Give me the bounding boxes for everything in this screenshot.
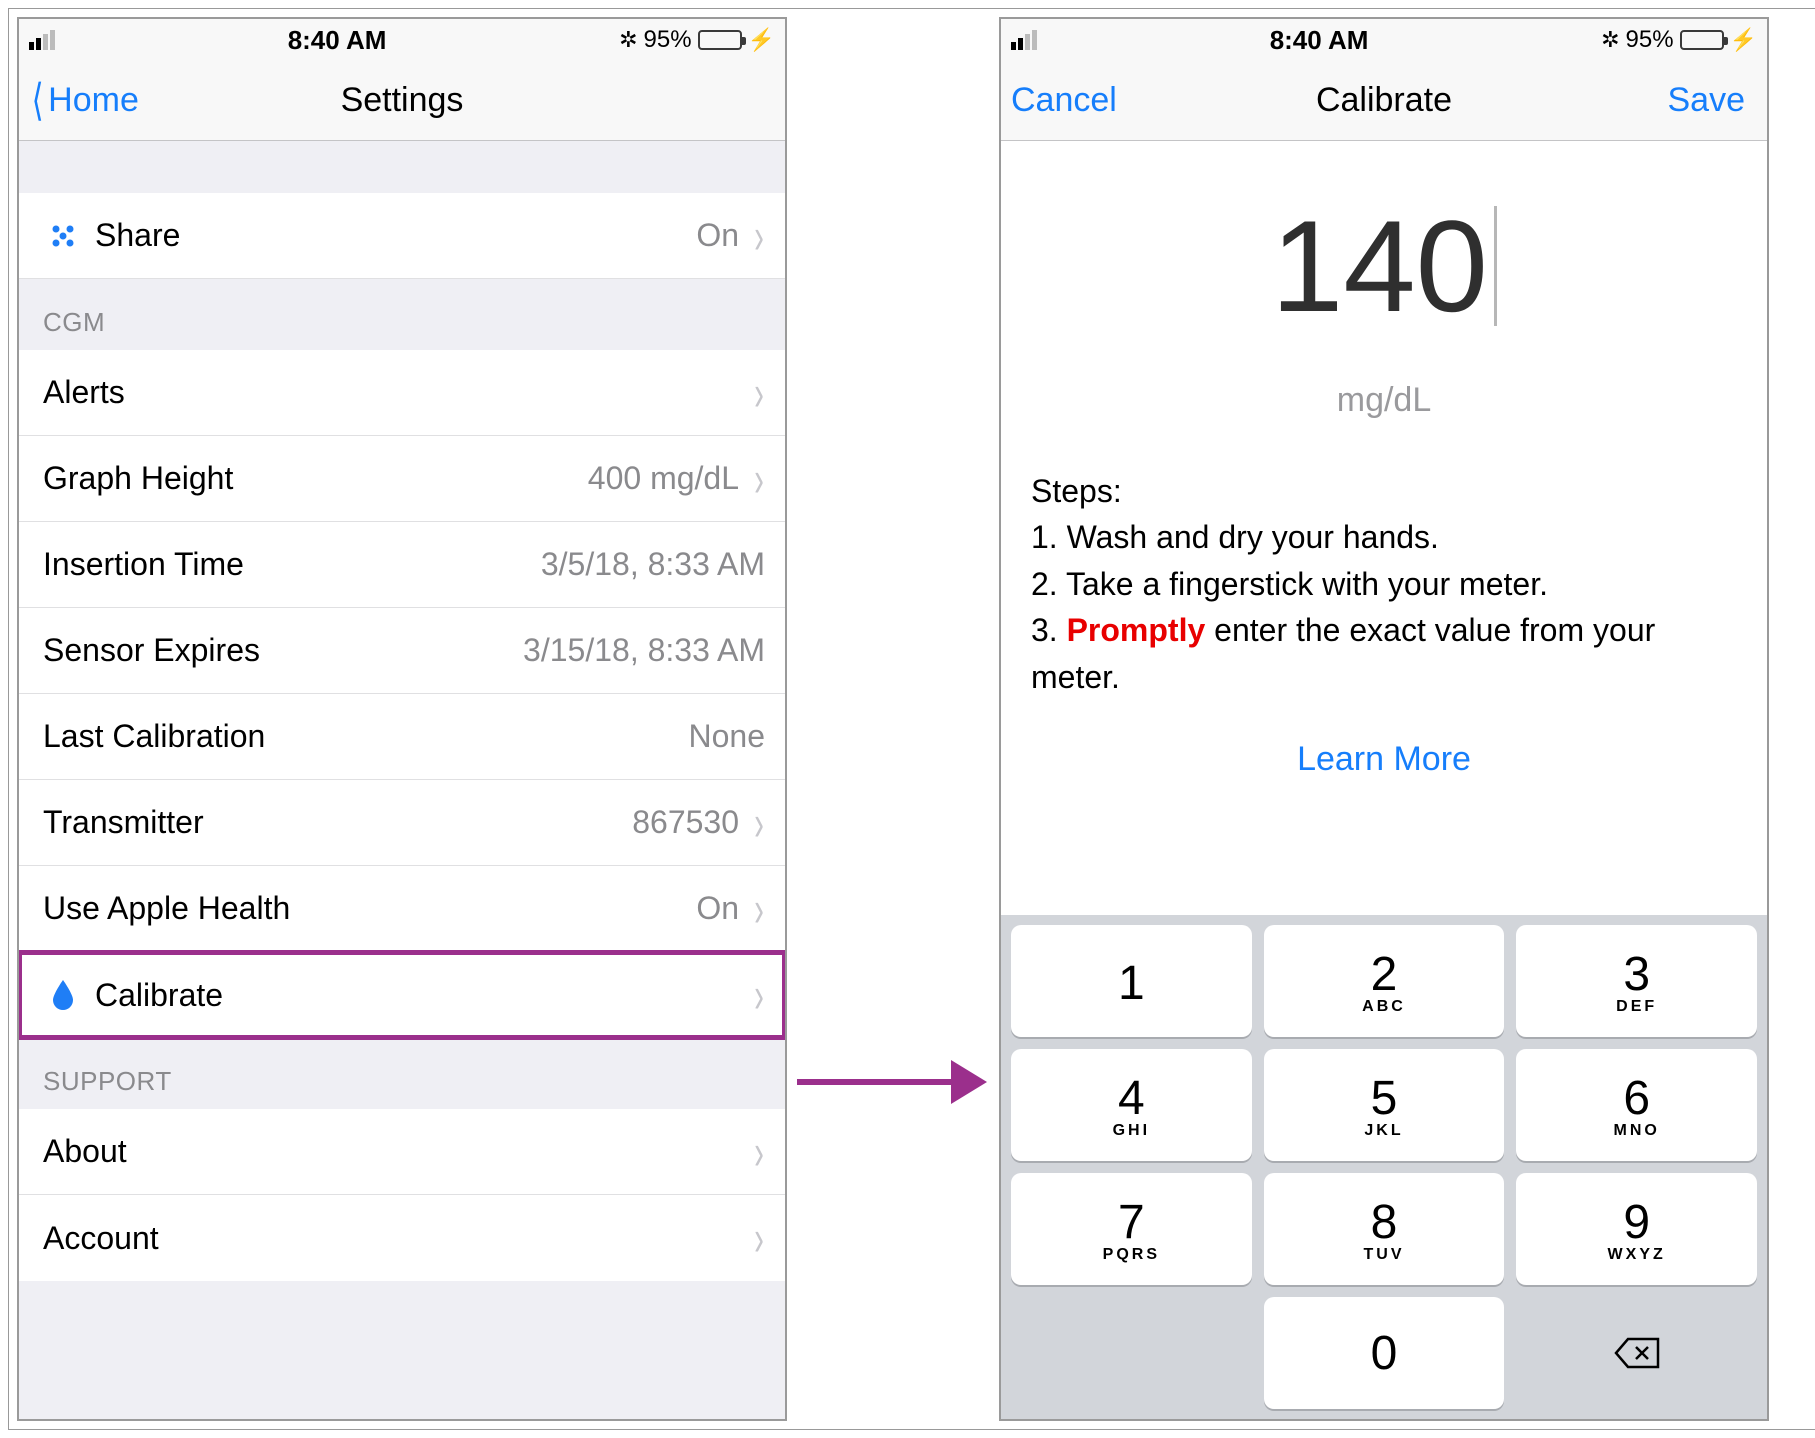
- section-header-cgm: CGM: [19, 279, 785, 350]
- chevron-right-icon: ›: [754, 1209, 764, 1268]
- insertion-time-value: 3/5/18, 8:33 AM: [244, 546, 765, 583]
- calibration-input[interactable]: 140: [1031, 181, 1737, 351]
- bluetooth-icon: ✲: [1601, 27, 1619, 53]
- alerts-row[interactable]: Alerts ›: [19, 350, 785, 436]
- apple-health-value: On: [290, 890, 753, 927]
- chevron-right-icon: ›: [754, 1122, 764, 1181]
- key-9[interactable]: 9WXYZ: [1516, 1173, 1757, 1285]
- graph-height-value: 400 mg/dL: [233, 460, 753, 497]
- sensor-expires-label: Sensor Expires: [43, 632, 260, 669]
- key-4[interactable]: 4GHI: [1011, 1049, 1252, 1161]
- insertion-time-label: Insertion Time: [43, 546, 244, 583]
- apple-health-label: Use Apple Health: [43, 890, 290, 927]
- account-label: Account: [43, 1220, 159, 1257]
- chevron-right-icon: ›: [754, 363, 764, 422]
- text-cursor: [1494, 206, 1497, 326]
- sensor-expires-value: 3/15/18, 8:33 AM: [260, 632, 765, 669]
- back-button[interactable]: ⟨ Home: [29, 61, 139, 140]
- sensor-expires-row: Sensor Expires 3/15/18, 8:33 AM: [19, 608, 785, 694]
- nav-bar: ⟨ Home Settings: [19, 61, 785, 141]
- about-row[interactable]: About ›: [19, 1109, 785, 1195]
- share-row[interactable]: Share On ›: [19, 193, 785, 279]
- status-bar: 8:40 AM ✲ 95% ⚡: [19, 19, 785, 61]
- signal-icon: [1011, 30, 1037, 50]
- signal-icon: [29, 30, 55, 50]
- phone-settings: 8:40 AM ✲ 95% ⚡ ⟨ Home Settings Share On: [17, 17, 787, 1421]
- key-1[interactable]: 1: [1011, 925, 1252, 1037]
- battery-percent: 95%: [644, 26, 692, 54]
- bluetooth-icon: ✲: [619, 27, 637, 53]
- last-calibration-label: Last Calibration: [43, 718, 265, 755]
- status-time: 8:40 AM: [1270, 25, 1369, 56]
- share-icon: [43, 222, 83, 250]
- key-2[interactable]: 2ABC: [1264, 925, 1505, 1037]
- calibration-value: 140: [1271, 191, 1488, 341]
- apple-health-row[interactable]: Use Apple Health On ›: [19, 866, 785, 952]
- chevron-left-icon: ⟨: [32, 75, 44, 126]
- chevron-right-icon: ›: [754, 449, 764, 508]
- battery-icon: [698, 30, 742, 50]
- key-delete[interactable]: [1516, 1297, 1757, 1409]
- status-time: 8:40 AM: [288, 25, 387, 56]
- flow-arrow: [797, 1057, 987, 1107]
- key-5[interactable]: 5JKL: [1264, 1049, 1505, 1161]
- chevron-right-icon: ›: [754, 206, 764, 265]
- section-header-support: SUPPORT: [19, 1038, 785, 1109]
- share-value: On: [180, 217, 753, 254]
- key-blank: [1011, 1297, 1252, 1409]
- graph-height-row[interactable]: Graph Height 400 mg/dL ›: [19, 436, 785, 522]
- share-label: Share: [95, 217, 180, 254]
- step-1: 1. Wash and dry your hands.: [1031, 514, 1737, 560]
- charging-icon: ⚡: [748, 27, 775, 53]
- learn-more-link[interactable]: Learn More: [1031, 740, 1737, 779]
- graph-height-label: Graph Height: [43, 460, 233, 497]
- backspace-icon: [1614, 1336, 1660, 1370]
- transmitter-row[interactable]: Transmitter 867530 ›: [19, 780, 785, 866]
- key-8[interactable]: 8TUV: [1264, 1173, 1505, 1285]
- key-0[interactable]: 0: [1264, 1297, 1505, 1409]
- numeric-keypad: 1 2ABC 3DEF 4GHI 5JKL 6MNO 7PQRS 8TUV 9W…: [1001, 915, 1767, 1419]
- save-button[interactable]: Save: [1668, 61, 1746, 140]
- promptly-text: Promptly: [1067, 612, 1206, 648]
- calibrate-label: Calibrate: [95, 977, 223, 1014]
- back-label: Home: [48, 81, 139, 120]
- about-label: About: [43, 1133, 127, 1170]
- steps-text: Steps: 1. Wash and dry your hands. 2. Ta…: [1031, 468, 1737, 700]
- charging-icon: ⚡: [1730, 27, 1757, 53]
- cancel-button[interactable]: Cancel: [1011, 61, 1117, 140]
- status-bar: 8:40 AM ✲ 95% ⚡: [1001, 19, 1767, 61]
- save-label: Save: [1668, 81, 1746, 120]
- phone-calibrate: 8:40 AM ✲ 95% ⚡ Cancel Calibrate Save 14…: [999, 17, 1769, 1421]
- last-calibration-value: None: [265, 718, 765, 755]
- chevron-right-icon: ›: [754, 793, 764, 852]
- calibrate-row[interactable]: Calibrate ›: [19, 952, 785, 1038]
- nav-bar: Cancel Calibrate Save: [1001, 61, 1767, 141]
- key-7[interactable]: 7PQRS: [1011, 1173, 1252, 1285]
- transmitter-value: 867530: [204, 804, 753, 841]
- account-row[interactable]: Account ›: [19, 1195, 785, 1281]
- key-3[interactable]: 3DEF: [1516, 925, 1757, 1037]
- alerts-label: Alerts: [43, 374, 125, 411]
- insertion-time-row: Insertion Time 3/5/18, 8:33 AM: [19, 522, 785, 608]
- drop-icon: [43, 980, 83, 1010]
- step-2: 2. Take a fingerstick with your meter.: [1031, 561, 1737, 607]
- step-3: 3. Promptly enter the exact value from y…: [1031, 607, 1737, 700]
- last-calibration-row: Last Calibration None: [19, 694, 785, 780]
- chevron-right-icon: ›: [754, 879, 764, 938]
- key-6[interactable]: 6MNO: [1516, 1049, 1757, 1161]
- page-title: Calibrate: [1316, 81, 1452, 120]
- steps-header: Steps:: [1031, 468, 1737, 514]
- battery-percent: 95%: [1626, 26, 1674, 54]
- chevron-right-icon: ›: [754, 966, 764, 1025]
- battery-icon: [1680, 30, 1724, 50]
- cancel-label: Cancel: [1011, 81, 1117, 120]
- page-title: Settings: [341, 81, 464, 120]
- unit-label: mg/dL: [1031, 381, 1737, 420]
- transmitter-label: Transmitter: [43, 804, 204, 841]
- tutorial-canvas: 8:40 AM ✲ 95% ⚡ ⟨ Home Settings Share On: [8, 8, 1815, 1430]
